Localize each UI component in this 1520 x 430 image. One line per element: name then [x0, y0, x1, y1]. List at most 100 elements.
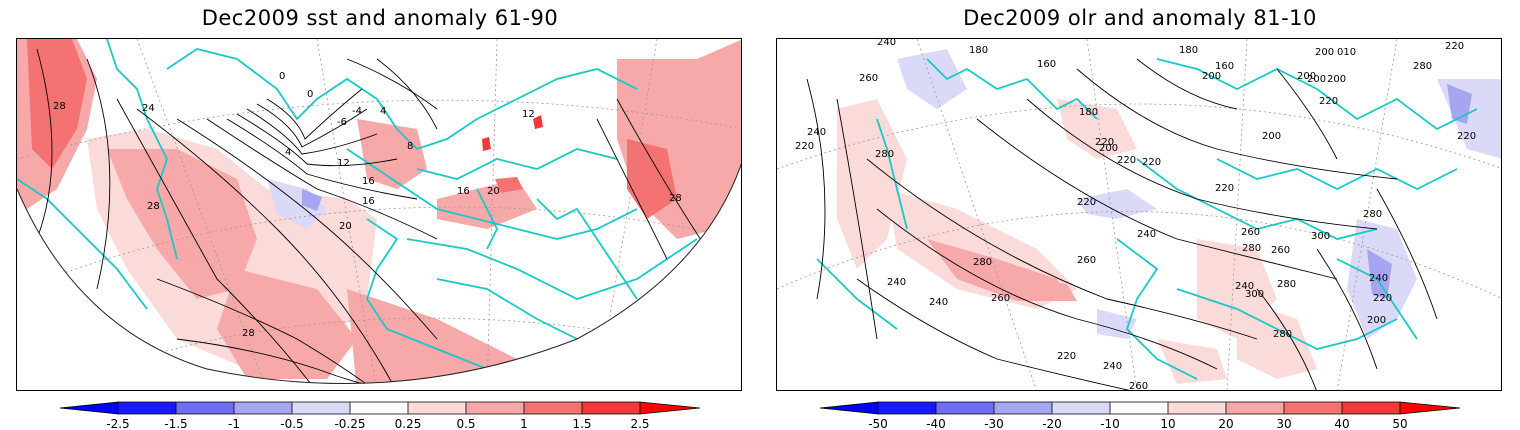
olr-anomaly-region — [897, 49, 967, 109]
colorbar-tick-label: -0.25 — [334, 417, 365, 430]
contour-label: 0 — [279, 71, 285, 82]
contour-label: 260 — [1129, 381, 1148, 391]
contour-label: 220 — [795, 141, 814, 152]
olr-panel: Dec2009 olr and anomaly 81-10 — [760, 0, 1520, 430]
contour-label: 220 — [1445, 41, 1464, 52]
colorbar-tick-label: -30 — [984, 417, 1004, 430]
contour-label: 240 — [929, 297, 948, 308]
contour-label: 4 — [285, 147, 291, 158]
colorbar-tick-label: -0.5 — [280, 417, 303, 430]
contour-label: -6 — [337, 117, 347, 128]
sst-hemisphere-edge — [17, 163, 741, 385]
colorbar-bin — [994, 402, 1052, 414]
contour-label: 28 — [53, 101, 66, 112]
contour-label: 220 — [1142, 157, 1161, 168]
colorbar-tick-label: -1 — [228, 417, 240, 430]
olr-anomaly-region — [1367, 249, 1392, 299]
contour-label: 200 — [1315, 47, 1334, 58]
contour-label: 28 — [147, 201, 160, 212]
colorbar-bin — [1284, 402, 1342, 414]
contour-label: 240 — [877, 39, 896, 48]
contour-label: 260 — [991, 293, 1010, 304]
contour-label: 200 — [1262, 131, 1281, 142]
contour-label: 200 — [1099, 143, 1118, 154]
sst-anomaly-region — [627, 139, 677, 219]
contour-label: 240 — [807, 127, 826, 138]
contour-label: 280 — [1413, 61, 1432, 72]
sst-anomaly-region — [482, 137, 491, 151]
olr-map-title: Dec2009 olr and anomaly 81-10 — [963, 6, 1317, 30]
contour-label: 16 — [362, 176, 375, 187]
sst-anomaly-region — [107, 149, 257, 299]
olr-map-canvas: 240 180 160 180 200 200 160 200 010 200 … — [777, 39, 1501, 391]
colorbar-bin — [118, 402, 176, 414]
sst-map: 28 24 0 0 4 -4 -6 4 12 16 16 20 28 28 12… — [16, 38, 742, 391]
sst-colorbar: -2.5 -1.5 -1 -0.5 -0.25 0.25 0.5 1 1.5 2… — [59, 401, 701, 430]
colorbar-bin — [234, 402, 292, 414]
colorbar-bin — [1342, 402, 1400, 414]
colorbar-tick-label: 50 — [1392, 417, 1407, 430]
sst-anomaly-region — [357, 119, 427, 189]
sst-anomaly-region — [437, 179, 537, 229]
contour-label: 220 — [1215, 183, 1234, 194]
colorbar-arrow-high — [640, 402, 700, 414]
colorbar-bin — [466, 402, 524, 414]
contour-label: 20 — [487, 186, 500, 197]
sst-map-canvas: 28 24 0 0 4 -4 -6 4 12 16 16 20 28 28 12… — [17, 39, 741, 385]
contour-label: 280 — [875, 149, 894, 160]
olr-coastlines — [816, 58, 1478, 380]
contour-label: 0 — [307, 89, 313, 100]
colorbar-bin — [582, 402, 640, 414]
olr-graticule — [777, 39, 1501, 390]
contour-label: 280 — [1363, 209, 1382, 220]
contour-label: 180 — [969, 45, 988, 56]
colorbar-bin — [1052, 402, 1110, 414]
colorbar-tick-label: -2.5 — [106, 417, 129, 430]
contour-label: 180 — [1079, 107, 1098, 118]
contour-label: 200 — [1367, 315, 1386, 326]
colorbar-tick-label: 1 — [520, 417, 528, 430]
colorbar-bin — [1226, 402, 1284, 414]
colorbar-tick-label: 30 — [1276, 417, 1291, 430]
contour-label: 240 — [1369, 273, 1388, 284]
sst-map-title: Dec2009 sst and anomaly 61-90 — [201, 6, 559, 30]
contour-label: 12 — [337, 158, 350, 169]
sst-contours — [36, 48, 708, 384]
colorbar-bin — [1168, 402, 1226, 414]
contour-label: 240 — [1103, 361, 1122, 372]
olr-contours — [806, 58, 1438, 390]
contour-label: 220 — [1373, 293, 1392, 304]
contour-label: 260 — [859, 73, 878, 84]
contour-label: 28 — [669, 193, 682, 204]
colorbar-bin — [350, 402, 408, 414]
sst-contour-labels: 28 24 0 0 4 -4 -6 4 12 16 16 20 28 28 12… — [53, 71, 682, 339]
contour-label: 16 — [362, 196, 375, 207]
olr-anomaly-region — [837, 99, 907, 269]
olr-anomaly-region — [1097, 309, 1137, 339]
colorbar-arrow-high — [1400, 402, 1460, 414]
contour-label: 260 — [1241, 227, 1260, 238]
contour-label: -4 — [352, 106, 362, 117]
colorbar-tick-label: -20 — [1042, 417, 1062, 430]
colorbar-bin — [1110, 402, 1168, 414]
contour-label: 300 — [1245, 289, 1264, 300]
contour-label: 220 — [1319, 96, 1338, 107]
olr-anomaly-region — [1437, 79, 1501, 159]
contour-label: 220 — [1057, 351, 1076, 362]
contour-label: 220 — [1095, 137, 1114, 148]
contour-label: 200 — [1327, 74, 1346, 85]
sst-anomaly-region — [27, 39, 87, 169]
colorbar-tick-label: 40 — [1334, 417, 1349, 430]
colorbar-bin — [176, 402, 234, 414]
contour-label: 200 — [1202, 71, 1221, 82]
colorbar-arrow-low — [820, 402, 878, 414]
contour-label: 280 — [1277, 279, 1296, 290]
colorbar-tick-label: -50 — [868, 417, 888, 430]
contour-label: 16 — [457, 186, 470, 197]
colorbar-tick-label: 0.5 — [456, 417, 475, 430]
contour-label: 4 — [380, 106, 386, 117]
contour-label: 260 — [1271, 245, 1290, 256]
sst-anomaly-region — [533, 115, 543, 129]
colorbar-bin — [878, 402, 936, 414]
contour-label: 200 — [1297, 71, 1316, 82]
